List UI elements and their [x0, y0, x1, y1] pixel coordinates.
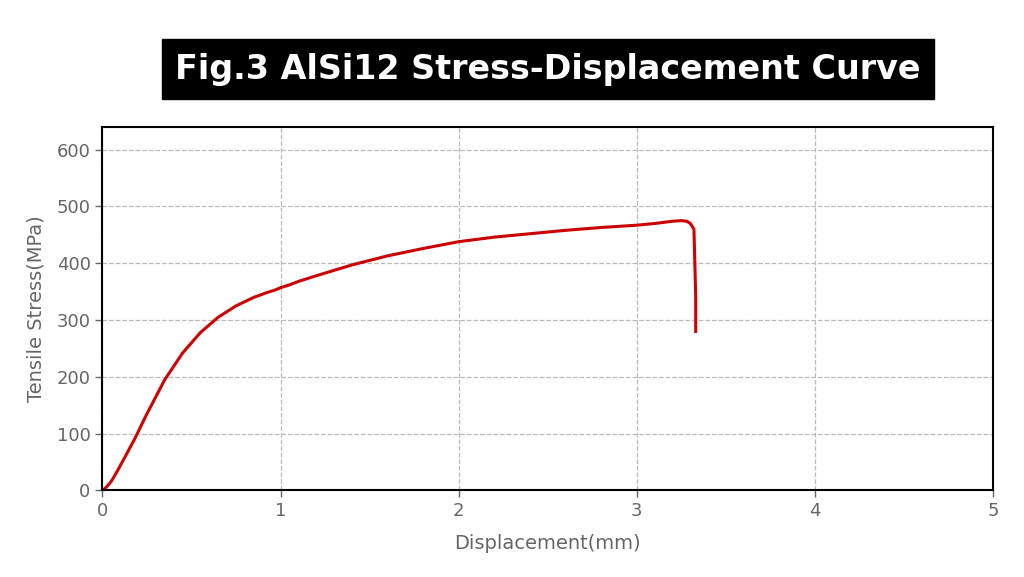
Text: Fig.3 AlSi12 Stress-Displacement Curve: Fig.3 AlSi12 Stress-Displacement Curve: [175, 53, 921, 86]
X-axis label: Displacement(mm): Displacement(mm): [455, 534, 641, 553]
Y-axis label: Tensile Stress(MPa): Tensile Stress(MPa): [27, 215, 45, 402]
